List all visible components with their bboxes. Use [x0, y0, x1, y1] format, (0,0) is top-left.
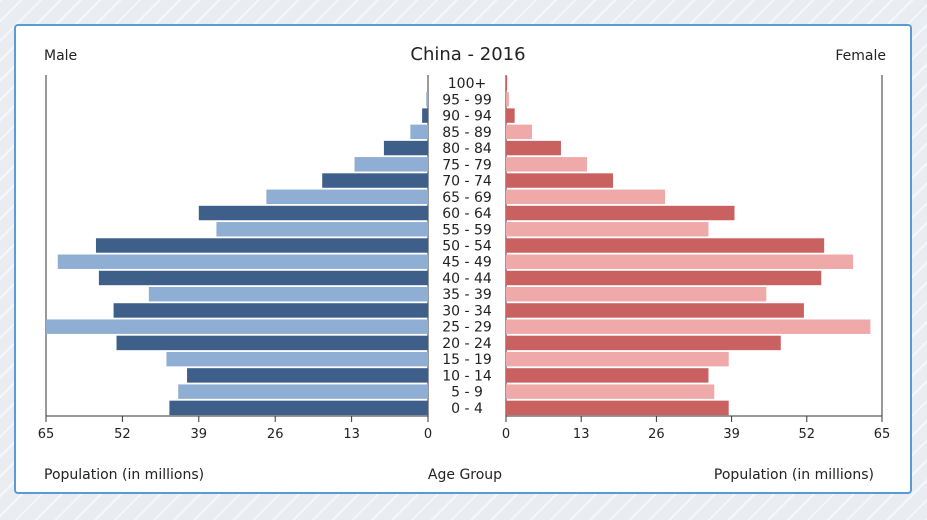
female-x-tick-label: 13: [573, 427, 590, 442]
age-group-label: 5 - 9: [451, 385, 483, 401]
male-x-tick-label: 26: [267, 427, 284, 442]
age-group-label: 65 - 69: [442, 190, 492, 206]
female-bar: [506, 254, 854, 269]
male-bar: [266, 189, 428, 205]
male-x-tick-label: 0: [424, 427, 432, 442]
age-group-label: 20 - 24: [442, 336, 492, 352]
age-group-label: 15 - 19: [442, 352, 492, 368]
female-bar: [506, 124, 533, 140]
age-group-label: 50 - 54: [442, 239, 492, 255]
female-bar: [506, 286, 767, 302]
age-group-label: 55 - 59: [442, 222, 492, 238]
male-bar: [46, 319, 428, 334]
male-bar: [98, 270, 429, 286]
chart-card: China - 2016 Male Female Population (in …: [14, 24, 912, 494]
female-bar: [506, 319, 871, 334]
chart-title: China - 2016: [410, 44, 525, 65]
age-group-label: 45 - 49: [442, 255, 492, 271]
male-bar: [57, 254, 428, 269]
age-group-label: 70 - 74: [442, 174, 492, 190]
female-bar: [506, 140, 561, 156]
female-bar: [506, 238, 825, 253]
age-group-label: 80 - 84: [442, 141, 492, 157]
female-x-tick-label: 52: [799, 427, 816, 442]
male-bar: [95, 238, 428, 253]
age-group-label: 90 - 94: [442, 109, 492, 125]
female-bar: [506, 222, 709, 237]
male-bar: [427, 75, 428, 91]
female-bar: [506, 270, 822, 286]
male-bar: [178, 384, 428, 399]
female-bar: [506, 157, 587, 172]
female-bar: [506, 189, 666, 205]
male-bar: [354, 157, 428, 172]
age-group-label: 40 - 44: [442, 271, 492, 287]
male-bar: [426, 92, 428, 107]
age-group-label: 30 - 34: [442, 303, 492, 319]
age-group-label: 25 - 29: [442, 320, 492, 336]
age-group-label: 60 - 64: [442, 206, 492, 222]
female-bar: [506, 205, 735, 221]
male-bar: [169, 400, 428, 416]
male-bar: [322, 173, 428, 188]
male-bar: [198, 205, 428, 221]
female-bar: [506, 173, 614, 188]
female-x-tick-label: 65: [874, 427, 891, 442]
population-pyramid: China - 2016 Male Female Population (in …: [38, 44, 891, 483]
female-x-tick-label: 26: [648, 427, 665, 442]
male-x-tick-label: 39: [191, 427, 208, 442]
age-group-label: 95 - 99: [442, 92, 492, 108]
male-bar: [116, 335, 429, 351]
male-x-tick-label: 65: [38, 427, 55, 442]
x-axis-label-right: Population (in millions): [714, 467, 874, 483]
male-x-tick-label: 13: [343, 427, 360, 442]
age-group-label: 10 - 14: [442, 368, 492, 384]
male-bar: [410, 124, 428, 140]
male-bar: [383, 140, 428, 156]
female-bar: [506, 351, 729, 367]
male-bar: [216, 222, 428, 237]
female-bar: [506, 75, 508, 91]
male-x-tick-label: 52: [114, 427, 131, 442]
age-group-label: 85 - 89: [442, 125, 492, 141]
female-bar: [506, 108, 515, 123]
male-bar: [166, 351, 428, 367]
female-bar: [506, 368, 709, 383]
x-axis-label-left: Population (in millions): [44, 467, 204, 483]
male-label: Male: [44, 48, 77, 64]
female-x-tick-label: 39: [723, 427, 740, 442]
female-x-tick-label: 0: [502, 427, 510, 442]
male-bar: [187, 368, 428, 383]
female-bar: [506, 384, 715, 399]
age-group-label: 100+: [448, 76, 486, 92]
female-bar: [506, 303, 804, 318]
female-bar: [506, 335, 781, 351]
x-axis-label-center: Age Group: [428, 467, 502, 483]
age-group-label: 35 - 39: [442, 287, 492, 303]
female-bar: [506, 400, 729, 416]
male-bar: [422, 108, 428, 123]
female-bar: [506, 92, 509, 107]
male-bar: [148, 286, 428, 302]
age-group-label: 0 - 4: [451, 401, 483, 417]
female-label: Female: [835, 48, 886, 64]
age-group-label: 75 - 79: [442, 157, 492, 173]
male-bar: [113, 303, 428, 318]
